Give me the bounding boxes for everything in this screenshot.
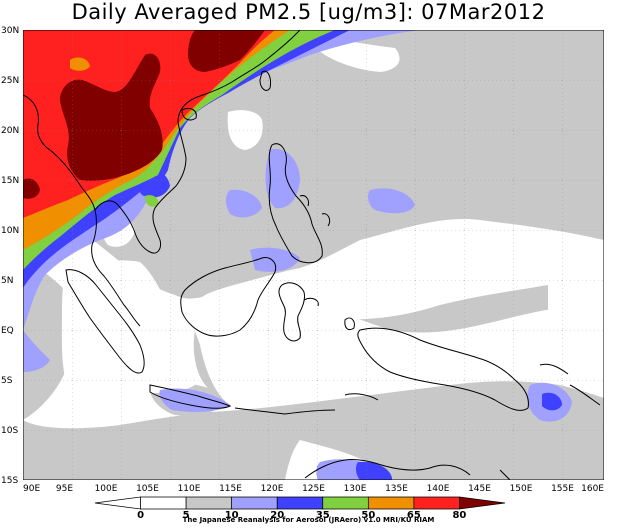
lon-tick-label: 135E xyxy=(385,484,408,494)
coastlines xyxy=(23,30,601,480)
colorbar-level-label: 80 xyxy=(452,510,466,521)
lon-tick-label: 90E xyxy=(23,484,40,494)
lat-tick-label: 15N xyxy=(1,176,19,186)
lon-tick-label: 145E xyxy=(468,484,491,494)
lat-tick-label: 5S xyxy=(1,376,13,386)
map-title: Daily Averaged PM2.5 [ug/m3]: 07Mar2012 xyxy=(71,0,546,24)
lat-tick-label: EQ xyxy=(1,326,14,336)
colorbar-segment xyxy=(367,496,415,510)
graticule xyxy=(23,30,604,480)
lon-tick-label: 105E xyxy=(136,484,159,494)
colorbar-segment xyxy=(185,496,233,510)
lon-tick-label: 130E xyxy=(344,484,367,494)
lon-tick-label: 155E xyxy=(551,484,574,494)
colorbar-segment xyxy=(276,496,324,510)
lon-tick-label: 110E xyxy=(178,484,201,494)
lon-tick-label: 115E xyxy=(219,484,242,494)
colorbar-segment xyxy=(231,496,278,510)
lat-tick-label: 25N xyxy=(1,76,19,86)
colorbar-segment xyxy=(459,496,506,510)
longitude-labels: 90E 95E 100E 105E 110E 115E 120E 125E 130E 135E 14… xyxy=(23,484,604,494)
colorbar-level-label: 65 xyxy=(407,510,421,521)
lat-tick-label: 5N xyxy=(1,276,13,286)
colorbar-level-label: 50 xyxy=(361,510,375,521)
colorbar-segment xyxy=(413,496,460,510)
lat-tick-label: 10S xyxy=(1,426,18,436)
colorbar-level-label: 10 xyxy=(225,510,239,521)
colorbar-level-label: 20 xyxy=(270,510,284,521)
lon-tick-label: 125E xyxy=(302,484,325,494)
lon-tick-label: 160E xyxy=(581,484,604,494)
lat-tick-label: 20N xyxy=(1,126,19,136)
lon-tick-label: 100E xyxy=(95,484,118,494)
lon-tick-label: 140E xyxy=(427,484,450,494)
lon-tick-label: 95E xyxy=(56,484,73,494)
lat-tick-label: 10N xyxy=(1,226,19,236)
colorbar-segment xyxy=(94,496,141,510)
colorbar-level-label: 5 xyxy=(183,510,190,521)
lon-tick-label: 150E xyxy=(510,484,533,494)
lat-tick-label: 30N xyxy=(1,26,19,36)
lon-tick-label: 120E xyxy=(261,484,284,494)
colorbar-segment xyxy=(140,496,187,510)
colorbar: 0 5 10 20 35 50 65 80 xyxy=(94,496,506,521)
lat-tick-label: 15S xyxy=(1,476,18,486)
latitude-labels: 30N 25N 20N 15N 10N 5N EQ 5S 10S 15S xyxy=(1,26,19,486)
colorbar-level-label: 35 xyxy=(316,510,330,521)
colorbar-level-label: 0 xyxy=(137,510,144,521)
credit-text: The Japanese Reanalysis for Aerosol (JRA… xyxy=(182,516,435,524)
colorbar-segment xyxy=(322,496,369,510)
